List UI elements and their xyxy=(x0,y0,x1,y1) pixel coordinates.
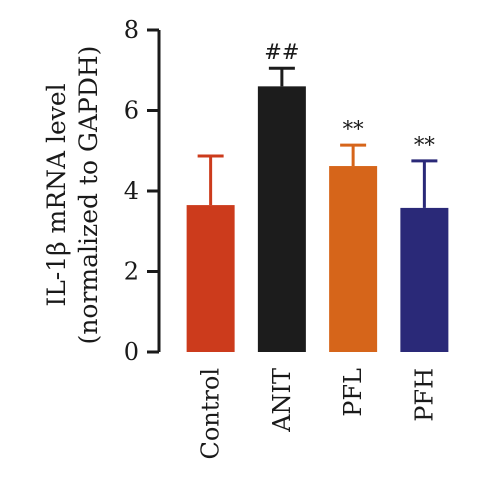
significance-marker: ** xyxy=(343,117,365,141)
y-tick-label: 0 xyxy=(124,338,139,366)
significance-marker: ** xyxy=(414,133,436,157)
bar-pfl xyxy=(329,166,378,352)
category-label-control: Control xyxy=(197,368,225,460)
bar-pfh xyxy=(400,207,449,352)
error-bar-pfl xyxy=(340,143,367,167)
y-axis-label-line-2: (normalized to GAPDH) xyxy=(74,46,103,345)
error-bar-control xyxy=(197,154,224,206)
significance-annotations: ## ** ** xyxy=(264,40,435,157)
y-tick-label: 6 xyxy=(124,97,139,125)
bar-control xyxy=(186,205,235,352)
bars xyxy=(186,86,449,352)
bar-anit xyxy=(257,86,306,352)
y-tick-label: 4 xyxy=(124,177,139,205)
category-label-pfl: PFL xyxy=(339,368,367,417)
y-axis-ticks: 0 2 4 6 8 xyxy=(124,16,159,366)
error-bar-pfh xyxy=(411,159,438,208)
y-tick-label: 8 xyxy=(124,16,139,44)
y-axis-label-line-1: IL-1β mRNA level xyxy=(42,83,71,306)
error-bar-anit xyxy=(268,66,295,87)
error-bars xyxy=(197,66,438,208)
y-axis-title: IL-1β mRNA level (normalized to GAPDH) xyxy=(42,46,103,345)
category-label-anit: ANIT xyxy=(268,368,296,433)
x-axis-category-labels: Control ANIT PFL PFH xyxy=(197,368,439,460)
y-tick-label: 2 xyxy=(124,258,139,286)
significance-marker: ## xyxy=(264,40,299,64)
category-label-pfh: PFH xyxy=(410,368,438,422)
